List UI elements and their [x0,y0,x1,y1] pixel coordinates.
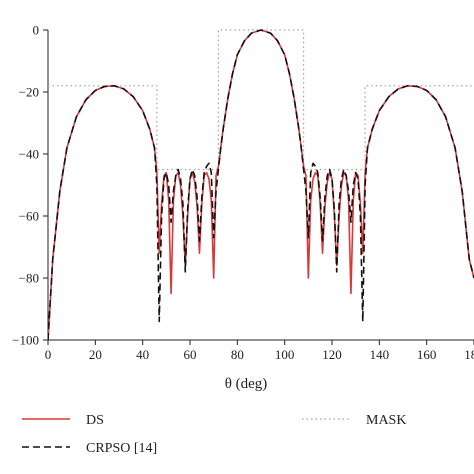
legend-label: MASK [366,413,406,428]
legend-label: CRPSO [14] [86,441,157,456]
x-tick-label: 180 [464,347,474,362]
x-tick-label: 20 [89,347,102,362]
y-tick-label: −40 [19,147,39,162]
x-tick-label: 60 [184,347,197,362]
x-tick-label: 140 [370,347,390,362]
legend: DS CRPSO [14] MASK [22,413,406,456]
y-tick-label: −80 [19,271,39,286]
series-layer [48,29,474,341]
x-tick-label: 80 [231,347,244,362]
series-line-ds [48,29,474,341]
x-tick-label: 0 [45,347,52,362]
legend-label: DS [86,413,104,428]
axes [47,30,474,341]
series-line-crpso-14 [48,29,474,341]
y-tick-label: −20 [19,85,39,100]
x-axis-label: θ (deg) [225,376,268,392]
x-tick-label: 100 [275,347,295,362]
series-line-mask [48,29,474,171]
ticks: 0 20 40 60 80 100 120 140 160 180 0 −20 −40 −60 −80 −10… [12,23,474,362]
y-tick-label: 0 [33,23,40,38]
y-tick-label: −100 [12,333,39,348]
x-tick-label: 40 [136,347,149,362]
y-tick-label: −60 [19,209,39,224]
x-tick-label: 160 [417,347,437,362]
x-tick-label: 120 [322,347,342,362]
